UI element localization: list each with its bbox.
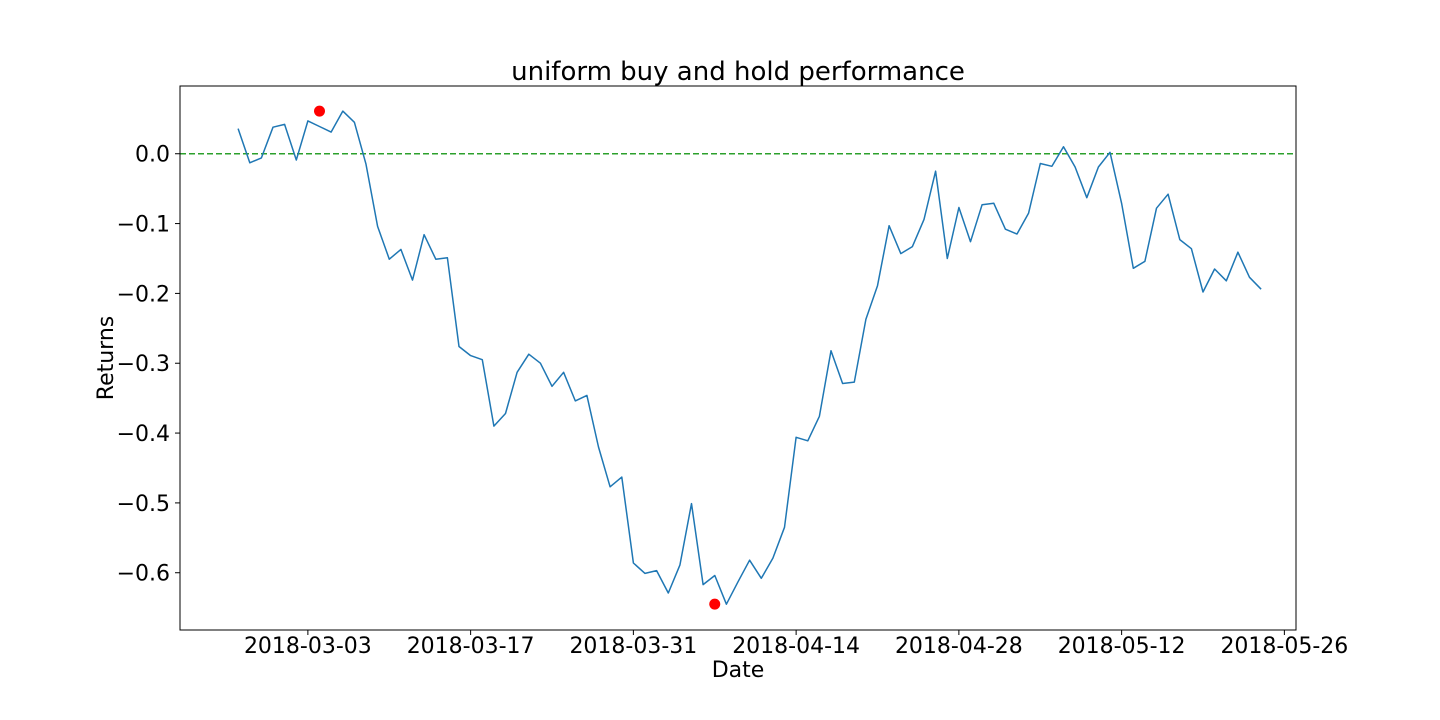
y-tick-label: −0.6 [117,562,170,587]
trough-marker [709,598,721,610]
plot-frame [179,85,1297,631]
y-axis-label: Returns [94,316,119,400]
y-tick-label: −0.1 [117,213,170,238]
x-tick-label: 2018-05-26 [1220,634,1348,659]
series-line-0 [237,110,1262,605]
x-axis-label: Date [712,658,765,683]
x-tick-label: 2018-03-31 [569,634,697,659]
y-tick-label: −0.4 [117,422,170,447]
chart-title: uniform buy and hold performance [511,57,965,87]
marker-layer [314,105,721,610]
x-tick-label: 2018-04-14 [732,634,860,659]
x-tick-label: 2018-03-03 [244,634,372,659]
x-tick-label: 2018-03-17 [407,634,535,659]
y-tick-label: −0.3 [117,352,170,377]
y-tick-label: −0.2 [117,282,170,307]
series-layer [237,110,1262,605]
y-axis: 0.0 −0.1 −0.2 −0.3 −0.4 −0.5 −0.6 [117,143,180,587]
x-axis: 2018-03-03 2018-03-17 2018-03-31 2018-04-14… [244,630,1348,659]
peak-marker [314,105,325,117]
x-tick-label: 2018-05-12 [1058,634,1186,659]
x-tick-label: 2018-04-28 [895,634,1023,659]
y-tick-label: 0.0 [135,143,170,168]
y-tick-label: −0.5 [117,492,170,517]
